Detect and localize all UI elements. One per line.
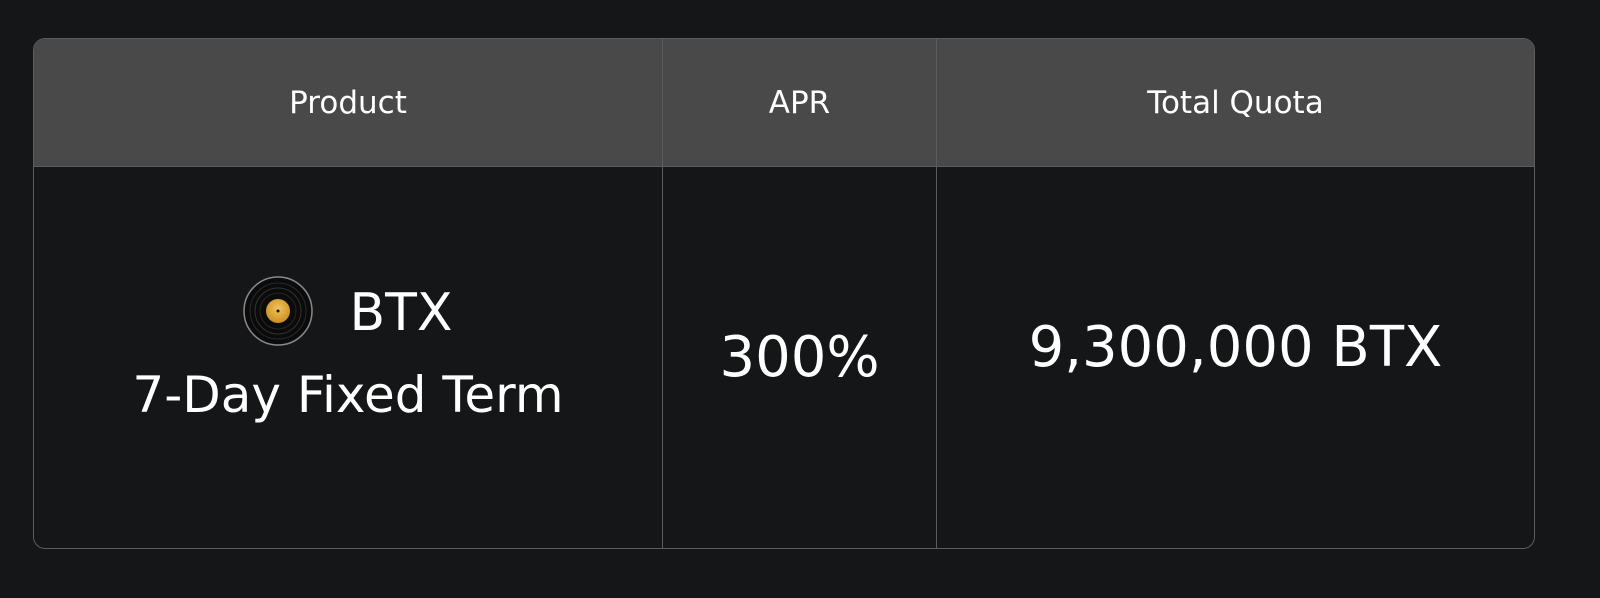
product-cell: BTX 7-Day Fixed Term	[34, 167, 663, 548]
header-apr: APR	[663, 39, 937, 167]
coin-name: BTX	[349, 282, 453, 343]
coin: BTX	[243, 275, 453, 350]
apr-value: 300%	[719, 325, 880, 390]
apr-cell: 300%	[663, 167, 937, 548]
header-product: Product	[34, 39, 663, 167]
product-table: Product APR Total Quota BTX 7-Day Fixed	[33, 38, 1535, 549]
total-quota-value: 9,300,000 BTX	[1028, 315, 1443, 380]
total-quota-cell: 9,300,000 BTX	[937, 167, 1534, 548]
header-total-quota: Total Quota	[937, 39, 1534, 167]
vinyl-record-icon	[243, 275, 314, 350]
product-term: 7-Day Fixed Term	[132, 365, 564, 424]
